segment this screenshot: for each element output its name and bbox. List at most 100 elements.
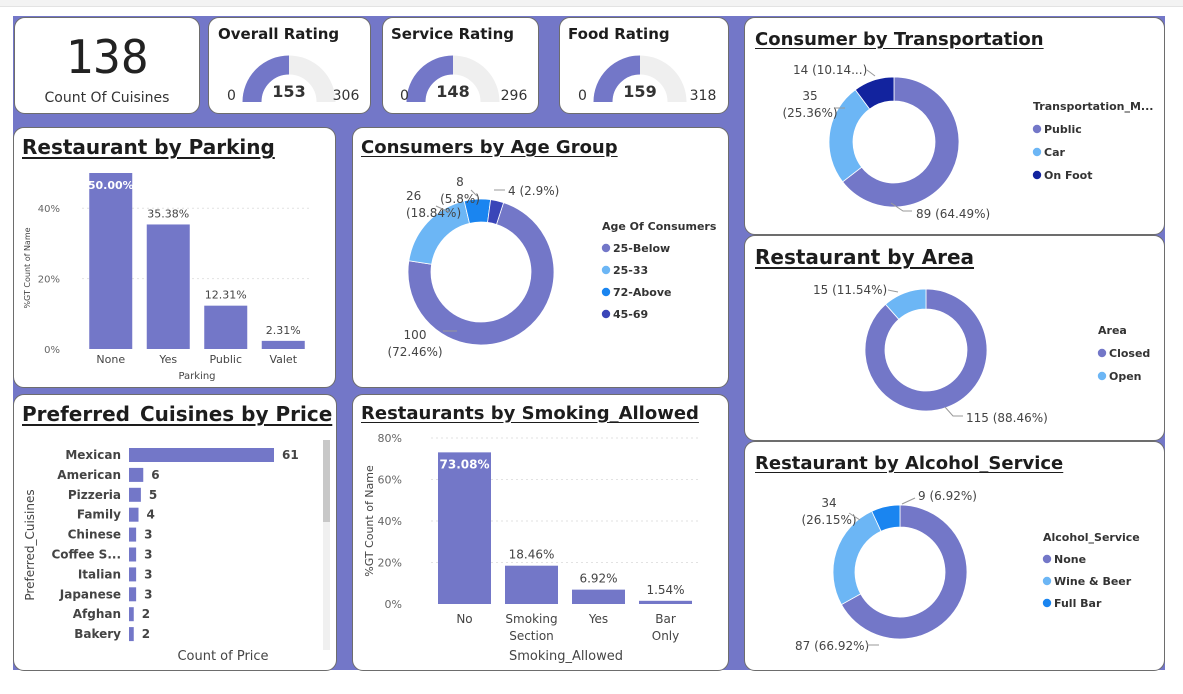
bar <box>639 600 692 604</box>
x-tick-label: None <box>96 353 125 366</box>
area-donut-chart: 115 (88.46%) 15 (11.54%) Area Closed Open <box>813 283 1150 425</box>
x-axis-title: Smoking_Allowed <box>509 649 623 664</box>
y-tick-label: Afghan <box>73 607 121 621</box>
x-tick-label: Smoking Section <box>505 612 557 643</box>
gauge-min: 0 <box>578 88 587 104</box>
y-tick-label: 60% <box>378 474 402 487</box>
gauge-min: 0 <box>227 88 236 104</box>
legend-marker <box>1097 348 1107 358</box>
leader-line <box>435 205 450 213</box>
data-label: 3 <box>144 567 152 581</box>
service-rating-title: Service Rating <box>391 25 514 43</box>
gauge-value: 148 <box>436 82 469 101</box>
age-group-title: Consumers by Age Group <box>361 137 618 158</box>
data-label: 34 (26.15%) <box>801 496 856 527</box>
x-tick-label: No <box>456 612 472 626</box>
gauge-max: 296 <box>501 88 528 104</box>
food-rating-card[interactable]: Food Rating 159 0 318 <box>559 17 729 114</box>
x-tick-label: Valet <box>269 353 297 366</box>
bar <box>129 527 137 542</box>
data-label: 35 (25.36%) <box>782 89 837 120</box>
x-tick-label: Bar Only <box>652 612 680 643</box>
data-label: 4 <box>147 508 155 522</box>
data-label: 100 (72.46%) <box>387 328 442 359</box>
alcohol-card[interactable]: Restaurant by Alcohol_Service 87 (66.92%… <box>744 441 1165 671</box>
legend-marker <box>1032 170 1042 180</box>
bar <box>129 607 134 622</box>
gauge-value: 153 <box>272 82 305 101</box>
legend-item: Closed <box>1109 347 1150 360</box>
overall-rating-card[interactable]: Overall Rating 153 0 306 <box>208 17 371 114</box>
y-tick-label: American <box>57 468 121 482</box>
cuisines-title: Preferred_Cuisines by Price <box>22 402 333 426</box>
data-label: 3 <box>144 548 152 562</box>
parking-card[interactable]: Restaurant by Parking 0% 20% 40% 50.00% None… <box>13 127 336 388</box>
data-label: 12.31% <box>205 289 247 302</box>
donut-slice <box>407 202 555 346</box>
data-label: 115 (88.46%) <box>966 411 1048 425</box>
legend-item: Car <box>1044 146 1065 159</box>
leader-line <box>944 406 963 417</box>
x-tick-label: Yes <box>158 353 177 366</box>
smoking-bar-chart: 0% 20% 40% 60% 80% 73.08% No 18.46% Smoking Secti… <box>363 432 699 664</box>
data-label: 73.08% <box>440 457 490 471</box>
y-tick-label: 0% <box>385 598 402 611</box>
y-axis-title: %GT Count of Name <box>363 465 376 577</box>
legend-item: 25-Below <box>613 242 670 255</box>
x-tick-label: Public <box>209 353 242 366</box>
donut-slice <box>864 288 988 412</box>
transportation-card[interactable]: Consumer by Transportation 89 (64.49%) 35… <box>744 17 1165 235</box>
y-tick-label: Pizzeria <box>68 488 121 502</box>
legend-item: 72-Above <box>613 286 671 299</box>
cuisines-card[interactable]: Preferred_Cuisines by Price Mexican 61 Ame… <box>13 394 337 671</box>
cuisines-bar-chart: Mexican 61 American 6 Pizzeria 5 Family 4 Chines… <box>23 448 299 664</box>
legend-marker <box>601 309 611 319</box>
leader-line <box>866 69 876 77</box>
bar <box>438 452 491 604</box>
y-tick-label: 40% <box>38 204 60 215</box>
y-tick-label: Italian <box>78 567 121 581</box>
bar <box>89 173 133 349</box>
data-label: 5 <box>149 488 157 502</box>
bar <box>129 507 139 522</box>
y-tick-label: Mexican <box>65 448 121 462</box>
y-tick-label: Coffee S... <box>51 548 121 562</box>
transportation-title: Consumer by Transportation <box>755 29 1044 50</box>
leader-line <box>901 497 916 505</box>
cuisines-count-card[interactable]: 138 Count Of Cuisines <box>14 17 200 114</box>
data-label: 3 <box>144 528 152 542</box>
legend-item: Public <box>1044 123 1082 136</box>
data-label: 8 (5.8%) <box>440 175 480 206</box>
data-label: 4 (2.9%) <box>508 184 559 198</box>
legend-item: Open <box>1109 370 1142 383</box>
service-rating-card[interactable]: Service Rating 148 0 296 <box>382 17 539 114</box>
parking-title: Restaurant by Parking <box>22 135 275 159</box>
legend-title: Area <box>1098 324 1127 337</box>
leader-line <box>887 289 899 293</box>
donut-slice <box>828 89 871 183</box>
cuisines-scrollbar-track[interactable] <box>323 440 330 650</box>
data-label: 50.00% <box>88 179 134 192</box>
age-group-card[interactable]: Consumers by Age Group 100 (72.46%) 26 (18.… <box>352 127 729 388</box>
smoking-card[interactable]: Restaurants by Smoking_Allowed 0% 20% 40% 6… <box>352 394 729 671</box>
data-label: 2.31% <box>266 324 301 337</box>
y-tick-label: Japanese <box>59 587 121 601</box>
overall-rating-title: Overall Rating <box>218 25 340 43</box>
y-tick-label: Bakery <box>74 627 121 641</box>
alcohol-title: Restaurant by Alcohol_Service <box>755 453 1064 474</box>
legend-item: 25-33 <box>613 264 648 277</box>
age-group-donut-chart: 100 (72.46%) 26 (18.84%)8 (5.8%) 4 (2.9%) Age … <box>387 175 716 359</box>
cuisines-scrollbar-thumb[interactable] <box>323 440 330 522</box>
y-axis-title: Preferred_Cuisines <box>23 489 37 600</box>
data-label: 18.46% <box>509 548 555 562</box>
area-card[interactable]: Restaurant by Area 115 (88.46%) 15 (11.54… <box>744 235 1165 441</box>
bar <box>204 305 248 349</box>
donut-slice <box>487 199 505 225</box>
data-label: 9 (6.92%) <box>918 489 977 503</box>
transportation-donut-chart: 89 (64.49%) 35 (25.36%) 14 (10.14...) Transp… <box>782 63 1153 221</box>
donut-slice <box>854 76 895 110</box>
data-label: 87 (66.92%) <box>795 639 869 653</box>
leader-line <box>890 202 912 212</box>
legend-marker <box>601 265 611 275</box>
data-label: 89 (64.49%) <box>916 207 990 221</box>
